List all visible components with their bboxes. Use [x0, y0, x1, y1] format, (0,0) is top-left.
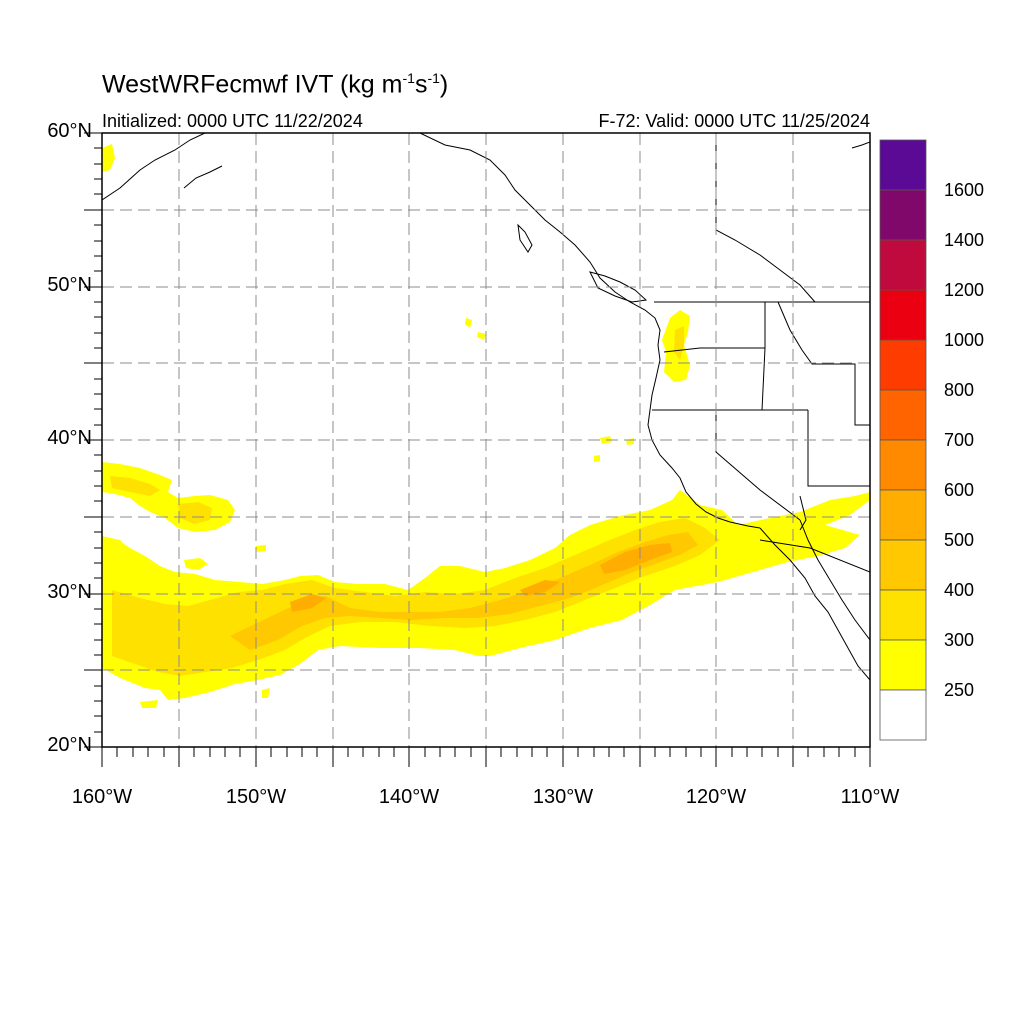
colorbar-label-500: 500	[944, 530, 975, 550]
gulf-of-california	[799, 519, 870, 641]
coastlines	[102, 133, 870, 681]
state-borders	[652, 133, 870, 573]
bottom-minor-ticks	[116, 747, 856, 757]
small-cell-6	[256, 545, 266, 552]
lon-label-110w: 110°W	[840, 786, 900, 808]
small-cell-5	[594, 455, 600, 462]
small-cell-9	[262, 688, 270, 698]
plot-title: WestWRFecmwf IVT (kg m-1s-1)	[102, 70, 448, 99]
haida-gwaii	[517, 223, 533, 253]
ar-core-500-mid	[520, 580, 560, 596]
colorbar-label-400: 400	[944, 580, 975, 600]
alaska-coast-b	[183, 165, 223, 189]
small-cell-10	[140, 700, 158, 708]
colorbar-swatch-4	[879, 339, 927, 391]
colorbar-swatch-7	[879, 489, 927, 541]
valid-time-label: F-72: Valid: 0000 UTC 11/25/2024	[598, 111, 871, 131]
colorbar-label-700: 700	[944, 430, 975, 450]
lat-label-30: 30°N	[47, 581, 92, 603]
colorbar-label-600: 600	[944, 480, 975, 500]
ivt-400-500-shading	[230, 532, 698, 650]
baja-coast	[759, 527, 870, 681]
lat-label-60: 60°N	[47, 120, 92, 142]
left-major-ticks	[84, 132, 102, 748]
colorbar-swatch-0	[879, 139, 927, 191]
small-cell-1	[465, 318, 472, 328]
colorbar-swatch-8	[879, 539, 927, 591]
title-sup2: -1	[427, 70, 440, 86]
colorbar-label-250: 250	[944, 680, 975, 700]
colorbar-label-1400: 1400	[944, 230, 985, 250]
colorbar	[879, 139, 927, 741]
colorbar-label-800: 800	[944, 380, 975, 400]
colorbar-label-1600: 1600	[944, 180, 985, 200]
lon-label-120w: 120°W	[685, 786, 747, 808]
oregon-300	[674, 326, 684, 360]
az-border	[799, 495, 807, 531]
colorbar-label-300: 300	[944, 630, 975, 650]
title-mid: s	[414, 70, 428, 99]
title-main: WestWRFecmwf IVT (kg m	[102, 70, 403, 99]
lon-label-160w: 160°W	[71, 786, 133, 808]
colorbar-swatch-1	[879, 189, 927, 241]
nv-utah-border	[807, 410, 870, 487]
lat-label-40: 40°N	[47, 427, 92, 449]
left-minor-ticks	[94, 147, 102, 733]
colorbar-swatch-9	[879, 589, 927, 641]
lon-label-150w: 150°W	[225, 786, 287, 808]
vancouver-island	[589, 271, 648, 303]
colorbar-swatch-10	[879, 639, 927, 691]
colorbar-swatch-6	[879, 439, 927, 491]
plume-300	[110, 476, 160, 496]
small-cell-8	[102, 144, 115, 172]
initialized-label: Initialized: 0000 UTC 11/22/2024	[102, 111, 363, 131]
colorbar-swatch-5	[879, 389, 927, 441]
colorbar-swatch-11	[879, 689, 927, 741]
wa-or-border	[663, 347, 765, 353]
hudson-bay-edge	[851, 141, 870, 149]
colorbar-swatch-2	[879, 239, 927, 291]
lat-label-20: 20°N	[47, 734, 92, 756]
lat-label-50: 50°N	[47, 274, 92, 296]
ar-core-500-east	[600, 543, 672, 574]
alaska-coast	[102, 133, 206, 201]
plume-300-b	[178, 502, 212, 524]
title-sup1: -1	[402, 70, 415, 86]
bottom-major-ticks	[101, 747, 871, 767]
ar-core-400	[230, 532, 698, 650]
idaho-montana	[777, 301, 870, 426]
or-idaho-border	[761, 347, 766, 411]
lon-label-140w: 140°W	[378, 786, 440, 808]
colorbar-label-1200: 1200	[944, 280, 985, 300]
colorbar-label-1000: 1000	[944, 330, 985, 350]
small-cell-7	[184, 558, 208, 570]
title-end: )	[439, 70, 449, 99]
lon-label-130w: 130°W	[532, 786, 594, 808]
moisture-filament-west	[102, 536, 128, 552]
mexico-border	[759, 539, 870, 573]
ar-core-500-west	[290, 594, 326, 612]
axis-ticks	[84, 132, 871, 767]
colorbar-swatch-3	[879, 289, 927, 341]
bc-alaska-panhandle	[419, 133, 761, 529]
ivt-500-600-shading	[290, 543, 672, 612]
small-cell-2	[477, 332, 486, 340]
gridlines	[102, 133, 870, 747]
